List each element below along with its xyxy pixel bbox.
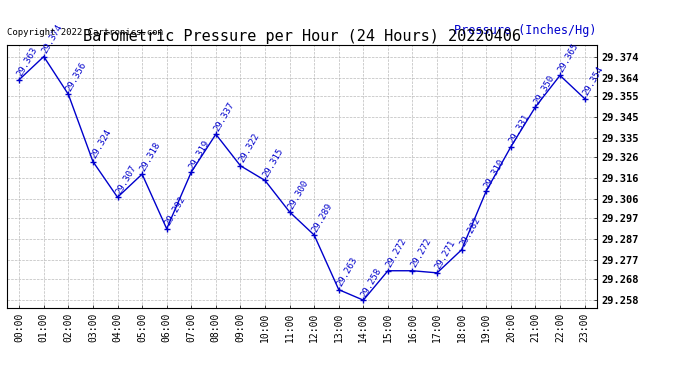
Text: 29.300: 29.300 [286,178,310,210]
Text: 29.315: 29.315 [262,147,285,179]
Text: 29.365: 29.365 [556,42,580,74]
Text: 29.350: 29.350 [532,73,555,105]
Text: 29.331: 29.331 [507,113,531,146]
Text: 29.318: 29.318 [139,140,162,173]
Text: 29.263: 29.263 [335,256,359,288]
Text: 29.272: 29.272 [384,237,408,269]
Text: 29.322: 29.322 [237,132,261,164]
Text: 29.292: 29.292 [163,195,187,227]
Text: 29.354: 29.354 [581,65,605,97]
Text: 29.258: 29.258 [359,266,384,299]
Text: 29.310: 29.310 [482,157,506,189]
Text: 29.374: 29.374 [40,23,64,55]
Text: 29.356: 29.356 [65,60,88,93]
Text: 29.363: 29.363 [16,46,39,78]
Text: 29.337: 29.337 [213,100,236,133]
Text: 29.324: 29.324 [89,128,113,160]
Text: 29.289: 29.289 [310,201,335,234]
Text: Pressure (Inches/Hg): Pressure (Inches/Hg) [454,24,597,37]
Text: 29.307: 29.307 [114,164,138,196]
Text: 29.282: 29.282 [458,216,482,248]
Text: 29.272: 29.272 [409,237,433,269]
Text: 29.319: 29.319 [188,138,212,171]
Text: Copyright 2022 Cartronics.com: Copyright 2022 Cartronics.com [7,28,163,37]
Title: Barometric Pressure per Hour (24 Hours) 20220406: Barometric Pressure per Hour (24 Hours) … [83,29,521,44]
Text: 29.271: 29.271 [433,239,457,272]
